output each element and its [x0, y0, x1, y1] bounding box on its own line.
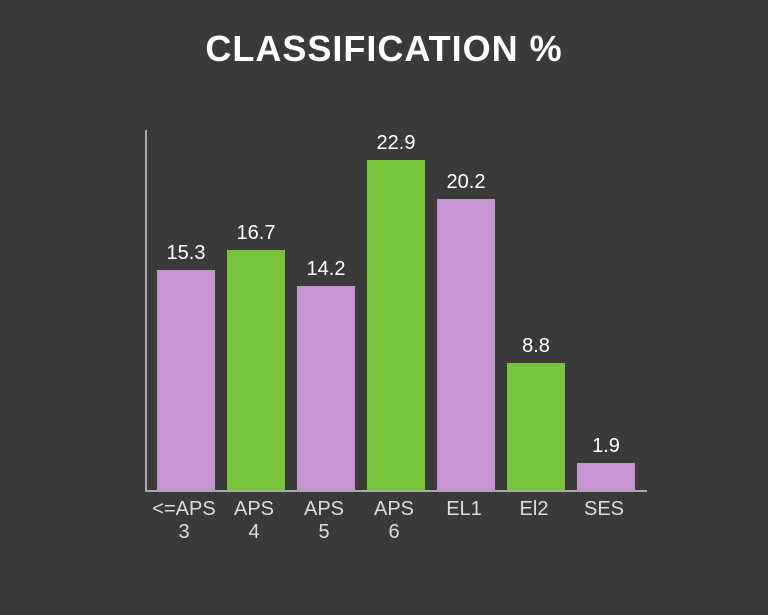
- x-axis-label: APS6: [359, 498, 429, 544]
- x-axis-label: SES: [569, 498, 639, 521]
- bar: 22.9: [367, 160, 425, 490]
- chart-area: 15.316.714.222.920.28.81.9 <=APS3APS4APS…: [145, 130, 645, 560]
- bar-value-label: 22.9: [377, 132, 416, 155]
- x-axis-label: EL1: [429, 498, 499, 521]
- bar-value-label: 14.2: [307, 258, 346, 281]
- bar: 14.2: [297, 286, 355, 490]
- chart-plot: 15.316.714.222.920.28.81.9: [145, 130, 647, 492]
- x-axis-label: APS5: [289, 498, 359, 544]
- bar: 8.8: [507, 363, 565, 490]
- bar-value-label: 16.7: [237, 222, 276, 245]
- chart-container: CLASSIFICATION % 15.316.714.222.920.28.8…: [0, 0, 768, 615]
- x-axis-labels: <=APS3APS4APS5APS6EL1El2SES: [145, 492, 645, 552]
- chart-title: CLASSIFICATION %: [0, 0, 768, 70]
- bar: 15.3: [157, 270, 215, 490]
- bar-value-label: 20.2: [447, 171, 486, 194]
- bar-value-label: 15.3: [167, 242, 206, 265]
- x-axis-label: <=APS3: [149, 498, 219, 544]
- bar: 16.7: [227, 250, 285, 490]
- bar-value-label: 1.9: [592, 435, 620, 458]
- bar: 20.2: [437, 199, 495, 490]
- x-axis-label: El2: [499, 498, 569, 521]
- bar: 1.9: [577, 463, 635, 490]
- x-axis-label: APS4: [219, 498, 289, 544]
- bar-value-label: 8.8: [522, 335, 550, 358]
